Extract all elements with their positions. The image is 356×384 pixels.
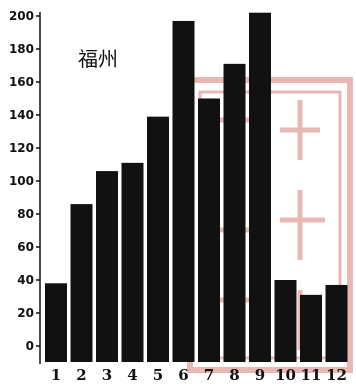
y-tick-label: 120	[9, 141, 34, 155]
y-tick-label: 20	[17, 306, 34, 320]
x-tick-label: 1	[51, 366, 61, 384]
bar-month-8	[223, 63, 246, 362]
x-tick-label: 4	[127, 366, 137, 384]
bar-month-6	[172, 20, 195, 362]
bar-month-4	[121, 162, 144, 362]
bar-month-7	[198, 98, 220, 362]
bar-month-3	[96, 171, 118, 362]
y-tick-label: 100	[9, 174, 34, 188]
x-tick-label: 8	[229, 366, 239, 384]
y-axis: 0 20 40 60 80 100 120 140 160 180 200	[9, 9, 41, 364]
bars	[45, 12, 348, 363]
x-axis: 1 2 3 4 5 6 7 8 9 10 11 12	[51, 366, 347, 384]
x-tick-label: 7	[204, 366, 214, 384]
chart-title: 福州	[78, 47, 118, 71]
x-tick-label: 10	[275, 366, 296, 384]
bar-month-10	[274, 280, 297, 362]
bar-month-12	[325, 284, 348, 362]
x-tick-label: 5	[153, 366, 163, 384]
bar-month-11	[300, 294, 322, 362]
y-tick-label: 0	[26, 339, 34, 353]
bar-month-1	[45, 283, 67, 362]
x-tick-label: 12	[326, 366, 347, 384]
y-tick-label: 140	[9, 108, 34, 122]
bar-month-5	[147, 116, 169, 363]
y-tick-label: 60	[17, 240, 34, 254]
y-tick-label: 40	[17, 273, 34, 287]
bar-month-2	[70, 204, 93, 362]
x-tick-label: 3	[102, 366, 112, 384]
y-tick-label: 160	[9, 75, 34, 89]
x-tick-label: 9	[255, 366, 265, 384]
bar-month-9	[249, 12, 271, 362]
x-tick-label: 6	[178, 366, 188, 384]
x-tick-label: 2	[76, 366, 86, 384]
y-tick-label: 180	[9, 42, 34, 56]
y-tick-label: 80	[17, 207, 34, 221]
x-tick-label: 11	[301, 366, 322, 384]
y-tick-label: 200	[9, 9, 34, 23]
